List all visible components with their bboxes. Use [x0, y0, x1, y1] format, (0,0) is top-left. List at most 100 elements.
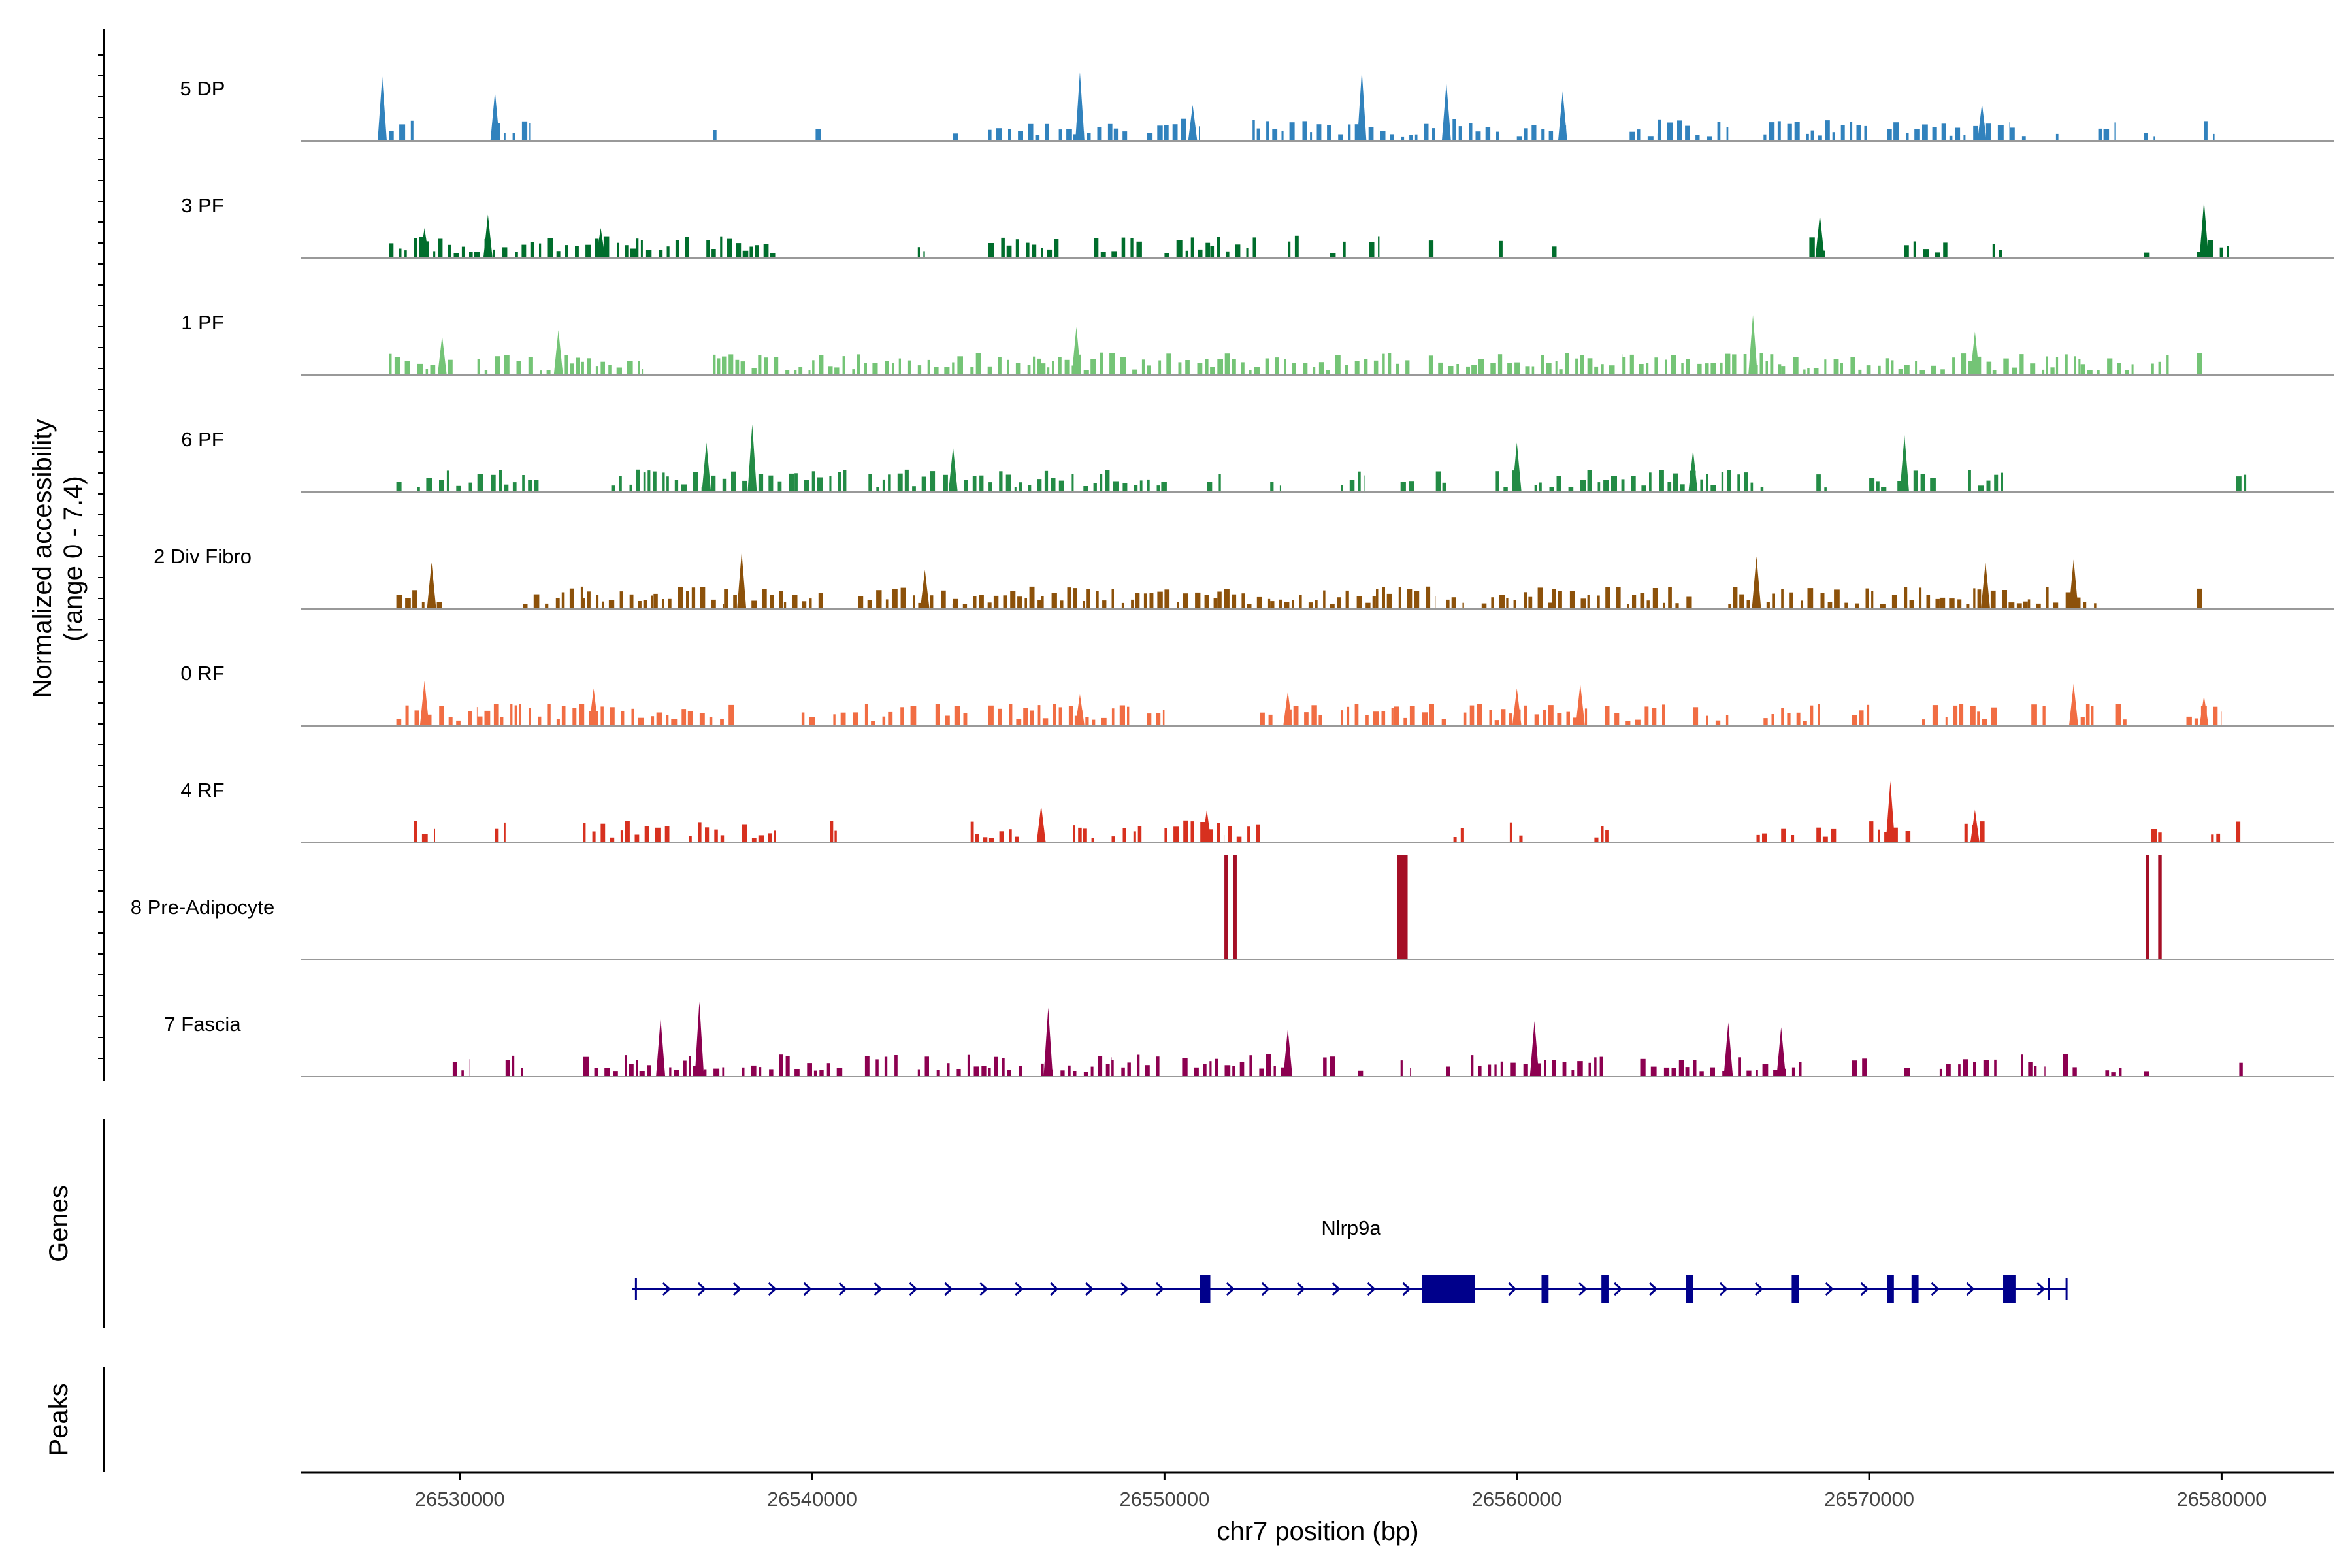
- coverage-bar: [1256, 824, 1260, 843]
- coverage-bar: [1270, 601, 1275, 609]
- coverage-bar: [779, 591, 783, 609]
- coverage-bar: [662, 472, 665, 492]
- coverage-bar: [1952, 357, 1955, 375]
- coverage-bar: [1646, 363, 1649, 375]
- coverage-bar: [528, 480, 532, 492]
- coverage-bar: [534, 480, 539, 492]
- genes-panel: Genes Nlrp9a: [44, 1119, 2068, 1328]
- coverage-bar: [1516, 136, 1522, 141]
- coverage-bar: [2002, 590, 2007, 609]
- coverage-bar: [1008, 129, 1011, 141]
- coverage-bar: [1507, 363, 1512, 375]
- coverage-bar: [1746, 600, 1750, 609]
- strand-arrow: [1508, 1282, 1517, 1296]
- coverage-bar: [1601, 826, 1604, 843]
- coverage-bar: [1378, 236, 1380, 258]
- coverage-bar: [1304, 712, 1309, 726]
- coverage-bar: [1403, 717, 1407, 726]
- coverage-bar: [1478, 1066, 1482, 1077]
- coverage-bar: [1791, 1067, 1795, 1077]
- coverage-bar: [1343, 241, 1346, 258]
- coverage-bar: [1973, 125, 1978, 141]
- coverage-bar: [613, 1071, 618, 1077]
- coverage-bar: [1904, 587, 1908, 609]
- coverage-bar: [2144, 1071, 2149, 1077]
- coverage-bar: [1566, 711, 1570, 726]
- coverage-bar: [1265, 358, 1269, 375]
- strand-arrow: [909, 1282, 918, 1296]
- coverage-bar: [1429, 704, 1434, 726]
- coverage-bar: [477, 474, 483, 492]
- gene-exon: [1911, 1275, 1919, 1303]
- coverage-bar: [1611, 476, 1617, 492]
- coverage-bar: [556, 251, 561, 258]
- coverage-peak: [1558, 91, 1567, 141]
- coverage-bar: [876, 487, 879, 492]
- coverage-bar: [1580, 598, 1586, 609]
- coverage-bar: [1252, 120, 1255, 141]
- coverage-bar: [1629, 354, 1634, 375]
- coverage-bar: [1534, 485, 1537, 492]
- coverage-bar: [1266, 121, 1269, 141]
- coverage-bar: [1738, 1057, 1741, 1077]
- coverage-bar: [1503, 487, 1508, 492]
- coverage-bar: [619, 476, 622, 492]
- coverage-bar: [913, 595, 915, 609]
- coverage-bar: [711, 475, 716, 492]
- coverage-bar: [964, 480, 968, 492]
- coverage-bar: [1685, 125, 1690, 141]
- coverage-bar: [749, 246, 753, 258]
- coverage-peak: [1981, 562, 1991, 609]
- coverage-bar: [674, 480, 679, 492]
- x-tick-label: 26530000: [415, 1488, 505, 1511]
- coverage-bar: [608, 600, 615, 609]
- coverage-bar: [1571, 1070, 1575, 1077]
- coverage-bar: [804, 480, 809, 492]
- coverage-bar: [762, 589, 767, 609]
- coverage-bar: [1268, 714, 1273, 726]
- strand-arrow: [1226, 1282, 1235, 1296]
- coverage-bar: [576, 357, 580, 375]
- coverage-bar: [547, 704, 551, 726]
- coverage-bar: [1266, 1054, 1271, 1077]
- coverage-bar: [1327, 125, 1331, 141]
- coverage-bar: [642, 369, 644, 375]
- coverage-bar: [662, 599, 664, 609]
- coverage-bar: [1137, 1054, 1140, 1077]
- coverage-bar: [1869, 821, 1874, 843]
- coverage-bar: [917, 365, 922, 375]
- y-axis-title-line1: Normalized accessibility: [28, 419, 57, 698]
- coverage-bar: [898, 358, 901, 375]
- coverage-bar: [988, 129, 992, 141]
- coverage-bar: [1281, 1067, 1285, 1077]
- coverage-bar: [962, 604, 968, 609]
- coverage-bar: [755, 245, 759, 258]
- strand-arrow: [732, 1282, 742, 1296]
- coverage-bar: [461, 246, 465, 258]
- coverage-bar: [1254, 367, 1260, 375]
- coverage-bar: [1205, 359, 1209, 375]
- coverage-bar: [1904, 245, 1909, 258]
- coverage-bar: [956, 1069, 961, 1077]
- x-axis-title: chr7 position (bp): [1217, 1517, 1418, 1546]
- coverage-bar: [1270, 482, 1274, 492]
- coverage-peak: [589, 688, 598, 726]
- coverage-bar: [935, 704, 940, 726]
- coverage-bar: [2063, 1054, 2068, 1077]
- coverage-bar: [669, 1067, 672, 1077]
- coverage-bar: [1478, 359, 1484, 375]
- coverage-bar: [1093, 483, 1097, 492]
- coverage-bar: [1365, 715, 1369, 726]
- coverage-bar: [1678, 1060, 1684, 1077]
- coverage-bar: [838, 472, 841, 492]
- x-tick-label: 26580000: [2176, 1488, 2266, 1511]
- coverage-bar: [1030, 710, 1034, 726]
- coverage-bar: [1495, 471, 1499, 492]
- coverage-bar: [2076, 597, 2081, 609]
- coverage-bar: [706, 240, 710, 258]
- coverage-bar: [2097, 370, 2100, 375]
- coverage-bar: [996, 128, 1002, 141]
- coverage-bar: [1939, 1068, 1942, 1077]
- coverage-peak: [427, 562, 436, 609]
- coverage-bar: [930, 595, 934, 609]
